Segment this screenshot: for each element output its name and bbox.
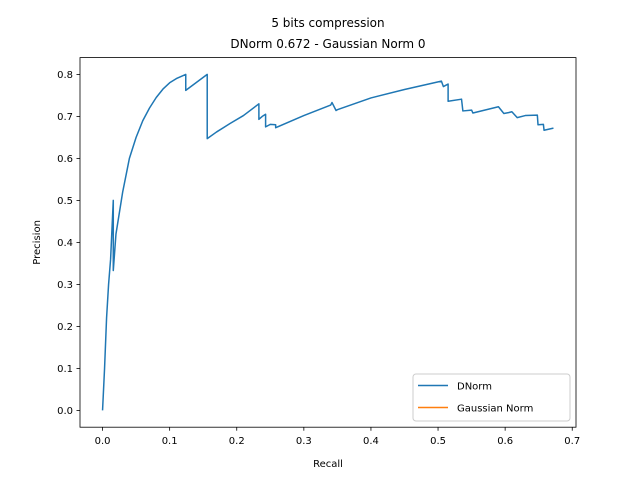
y-tick-label: 0.0: [57, 406, 73, 417]
y-tick-label: 0.3: [57, 280, 73, 291]
y-tick-label: 0.7: [57, 112, 73, 123]
y-tick-label: 0.4: [57, 238, 73, 249]
x-tick-label: 0.3: [296, 436, 312, 447]
x-tick-label: 0.6: [497, 436, 513, 447]
y-tick-label: 0.6: [57, 154, 73, 165]
x-tick-label: 0.2: [229, 436, 245, 447]
x-tick-label: 0.5: [430, 436, 446, 447]
y-axis-label: Precision: [32, 220, 43, 265]
y-tick-label: 0.2: [57, 322, 73, 333]
legend-box: [412, 373, 571, 422]
x-tick-label: 0.4: [363, 436, 379, 447]
y-tick-label: 0.1: [57, 364, 73, 375]
series-line-dnorm: [101, 73, 554, 411]
x-tick-label: 0.7: [564, 436, 580, 447]
y-tick-label: 0.5: [57, 196, 73, 207]
x-tick-label: 0.0: [95, 436, 111, 447]
axes-frame: [79, 57, 577, 428]
x-axis-label: Recall: [313, 459, 343, 470]
legend: DNorm Gaussian Norm: [412, 373, 571, 422]
chart-title: 5 bits compression: [271, 16, 384, 30]
plot-area: 0.0 0.1 0.2 0.3 0.4 0.5 0.6 0.7 0.0 0.1 0.2 0.3 0.4 0…: [57, 70, 580, 447]
x-tick-label: 0.1: [162, 436, 178, 447]
chart-subtitle: DNorm 0.672 - Gaussian Norm 0: [230, 37, 425, 51]
legend-label-dnorm: DNorm: [457, 382, 492, 393]
legend-label-gaussian-norm: Gaussian Norm: [457, 404, 533, 415]
y-tick-label: 0.8: [57, 70, 73, 81]
